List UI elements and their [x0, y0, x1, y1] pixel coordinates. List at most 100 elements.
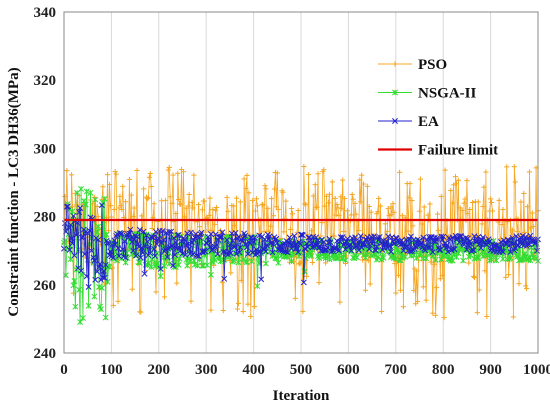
- data-point: [526, 169, 533, 175]
- data-point: [266, 228, 272, 234]
- data-point: [484, 313, 490, 320]
- data-point: [357, 177, 363, 183]
- data-point: [398, 237, 405, 244]
- data-point: [464, 235, 471, 242]
- data-point: [465, 210, 471, 217]
- y-axis-title: Constraint function - LC3 DH36(MPa): [6, 67, 22, 316]
- data-point: [235, 259, 242, 266]
- data-point: [254, 283, 261, 289]
- data-point: [529, 210, 535, 216]
- data-point: [111, 206, 117, 213]
- data-point: [370, 237, 377, 244]
- data-point: [64, 203, 71, 210]
- data-point: [309, 259, 315, 266]
- data-point: [299, 232, 306, 239]
- data-point: [423, 297, 429, 303]
- data-point: [122, 254, 129, 261]
- data-point: [78, 267, 85, 274]
- data-point: [282, 248, 289, 255]
- data-point: [199, 262, 206, 269]
- data-point: [235, 300, 242, 307]
- data-point: [507, 254, 514, 261]
- data-point: [368, 209, 374, 215]
- data-point: [68, 235, 75, 242]
- data-point: [510, 240, 517, 247]
- data-point: [424, 236, 431, 243]
- data-point: [96, 264, 103, 271]
- data-point: [513, 251, 520, 258]
- data-point: [382, 221, 388, 227]
- data-point: [417, 250, 424, 257]
- data-point: [146, 174, 152, 180]
- data-point: [260, 202, 266, 208]
- data-point: [139, 213, 145, 219]
- data-point: [474, 310, 480, 316]
- data-point: [273, 255, 280, 262]
- data-point: [95, 236, 102, 243]
- data-point: [521, 190, 527, 197]
- data-point: [388, 248, 395, 255]
- data-point: [220, 307, 226, 314]
- data-point: [71, 252, 78, 259]
- data-point: [127, 226, 134, 233]
- data-point: [428, 259, 434, 265]
- data-point: [396, 169, 403, 175]
- data-point: [442, 167, 448, 173]
- data-point: [270, 213, 277, 219]
- data-point: [315, 171, 321, 177]
- data-point: [202, 229, 208, 235]
- data-point: [244, 172, 250, 179]
- data-point: [71, 278, 78, 284]
- data-point: [213, 207, 219, 213]
- data-point: [102, 262, 109, 268]
- data-point: [322, 203, 328, 209]
- data-point: [161, 248, 168, 255]
- data-point: [273, 204, 279, 210]
- data-point: [368, 252, 375, 259]
- data-point: [499, 255, 506, 262]
- data-point: [243, 185, 249, 192]
- data-point: [77, 319, 84, 325]
- data-point: [244, 244, 250, 251]
- data-point: [450, 200, 456, 206]
- data-point: [464, 178, 470, 184]
- data-point: [146, 243, 153, 250]
- data-point: [136, 226, 143, 233]
- data-point: [427, 201, 433, 207]
- data-point: [216, 234, 223, 241]
- data-point: [221, 275, 228, 282]
- data-point: [236, 249, 243, 256]
- data-point: [326, 235, 333, 242]
- data-point: [126, 176, 133, 183]
- data-point: [251, 303, 258, 310]
- data-point: [488, 199, 495, 206]
- data-point: [286, 234, 293, 241]
- data-point: [340, 251, 347, 258]
- data-point: [112, 169, 118, 175]
- data-point: [361, 242, 368, 249]
- legend-item-ea: EA: [378, 114, 439, 130]
- data-point: [316, 280, 322, 286]
- data-point: [249, 249, 256, 256]
- data-point: [438, 233, 445, 240]
- data-point: [184, 262, 191, 269]
- data-point: [120, 183, 126, 189]
- data-point: [86, 227, 93, 234]
- data-point: [326, 256, 333, 263]
- data-point: [471, 274, 478, 281]
- data-point: [262, 183, 268, 189]
- data-point: [269, 249, 276, 256]
- data-point: [110, 303, 116, 309]
- data-point: [433, 285, 440, 291]
- data-point: [500, 206, 506, 213]
- data-point: [195, 253, 202, 259]
- data-point: [157, 273, 164, 280]
- data-point: [321, 167, 327, 173]
- data-point: [253, 196, 260, 202]
- data-point: [232, 222, 238, 229]
- data-point: [391, 209, 397, 216]
- data-point: [225, 208, 231, 214]
- data-point: [258, 276, 265, 283]
- data-point: [344, 208, 351, 214]
- data-point: [176, 196, 182, 203]
